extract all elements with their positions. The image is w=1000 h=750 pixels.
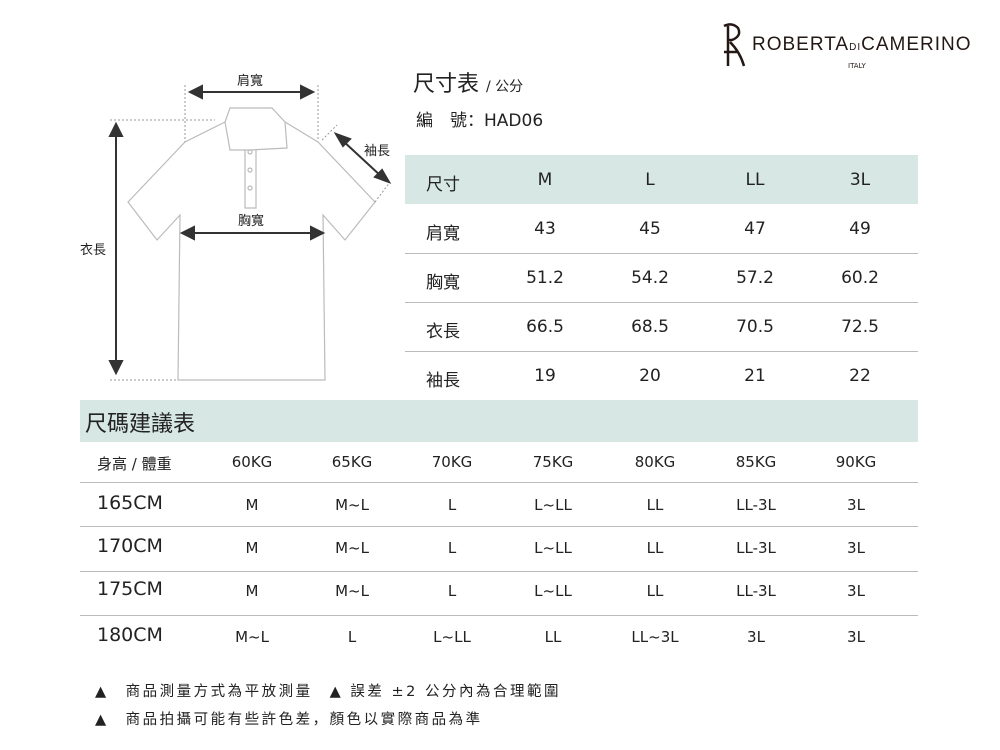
- recommend-header-cell: 90KG: [835, 453, 877, 471]
- row-divider: [80, 526, 918, 527]
- size-row-label: 肩寬: [426, 224, 460, 244]
- recommend-header-cell: 身高 / 體重: [97, 455, 172, 473]
- shirt-diagram: [108, 84, 392, 381]
- row-divider: [405, 253, 918, 254]
- recommend-value-cell: M: [245, 496, 259, 514]
- recommend-value-cell: M~L: [235, 628, 269, 646]
- recommend-value-cell: LL: [646, 496, 664, 514]
- size-value-cell: 49: [849, 219, 871, 239]
- size-header-cell: M: [537, 170, 553, 190]
- recommend-value-cell: L: [447, 582, 457, 600]
- brand-country: ITALY: [848, 62, 866, 70]
- brand-name: ROBERTADICAMERINO: [752, 34, 972, 55]
- row-divider: [80, 482, 918, 483]
- size-value-cell: 19: [534, 366, 556, 386]
- recommend-value-cell: LL-3L: [736, 496, 776, 514]
- size-value-cell: 43: [534, 219, 556, 239]
- size-header-cell: LL: [745, 170, 765, 190]
- size-value-cell: 70.5: [736, 317, 774, 337]
- size-value-cell: 66.5: [526, 317, 564, 337]
- recommend-value-cell: M~L: [335, 496, 369, 514]
- recommend-value-cell: L: [447, 496, 457, 514]
- label-sleeve: 袖長: [364, 144, 391, 159]
- recommend-value-cell: L: [447, 539, 457, 557]
- recommend-value-cell: 3L: [847, 496, 865, 514]
- recommend-value-cell: L~LL: [534, 582, 572, 600]
- recommend-value-cell: LL: [646, 539, 664, 557]
- size-value-cell: 20: [639, 366, 661, 386]
- recommend-header-cell: 60KG: [231, 453, 273, 471]
- recommend-value-cell: LL~3L: [631, 628, 679, 646]
- recommend-value-cell: M: [245, 539, 259, 557]
- row-divider: [405, 351, 918, 352]
- size-table-title: 尺寸表 / 公分: [413, 72, 524, 97]
- recommend-row-label: 170CM: [97, 535, 163, 557]
- size-value-cell: 68.5: [631, 317, 669, 337]
- size-value-cell: 60.2: [841, 268, 879, 288]
- row-divider: [80, 615, 918, 616]
- recommend-value-cell: 3L: [847, 628, 865, 646]
- recommend-value-cell: L~LL: [433, 628, 471, 646]
- recommend-row-label: 165CM: [97, 492, 163, 514]
- size-value-cell: 21: [744, 366, 766, 386]
- size-row-label: 胸寬: [426, 273, 460, 293]
- size-value-cell: 57.2: [736, 268, 774, 288]
- recommend-value-cell: L~LL: [534, 539, 572, 557]
- label-chest: 胸寬: [238, 214, 265, 229]
- brand-logo-icon: [723, 23, 746, 67]
- recommend-value-cell: L~LL: [534, 496, 572, 514]
- label-length: 衣長: [80, 243, 107, 258]
- recommend-value-cell: L: [347, 628, 357, 646]
- recommend-value-cell: 3L: [847, 539, 865, 557]
- label-shoulder: 肩寬: [237, 74, 264, 89]
- recommend-value-cell: M~L: [335, 582, 369, 600]
- size-row-label: 袖長: [426, 371, 460, 391]
- row-divider: [80, 570, 918, 572]
- recommend-header-cell: 85KG: [735, 453, 777, 471]
- size-table-header: [405, 155, 918, 204]
- size-header-cell: 3L: [849, 170, 871, 190]
- size-value-cell: 47: [744, 219, 766, 239]
- size-value-cell: 22: [849, 366, 871, 386]
- recommend-header-cell: 70KG: [431, 453, 473, 471]
- recommend-table-title-bar: [80, 400, 918, 442]
- recommend-row-label: 180CM: [97, 624, 163, 646]
- recommend-table-title: 尺碼建議表: [85, 412, 196, 437]
- recommend-row-label: 175CM: [97, 578, 163, 600]
- size-header-cell: L: [645, 170, 655, 190]
- recommend-value-cell: 3L: [747, 628, 765, 646]
- recommend-value-cell: LL: [544, 628, 562, 646]
- recommend-value-cell: M: [245, 582, 259, 600]
- note-color: ▲ 商品拍攝可能有些許色差，顏色以實際商品為準: [95, 712, 483, 728]
- recommend-value-cell: LL-3L: [736, 582, 776, 600]
- product-code: 編 號：HAD06: [416, 111, 544, 131]
- size-value-cell: 45: [639, 219, 661, 239]
- row-divider: [405, 302, 918, 303]
- size-header-cell: 尺寸: [426, 175, 460, 195]
- recommend-header-cell: 80KG: [634, 453, 676, 471]
- size-value-cell: 72.5: [841, 317, 879, 337]
- recommend-value-cell: LL: [646, 582, 664, 600]
- size-row-label: 衣長: [426, 322, 460, 342]
- size-value-cell: 51.2: [526, 268, 564, 288]
- recommend-header-cell: 65KG: [331, 453, 373, 471]
- recommend-value-cell: LL-3L: [736, 539, 776, 557]
- size-value-cell: 54.2: [631, 268, 669, 288]
- recommend-header-cell: 75KG: [532, 453, 574, 471]
- recommend-value-cell: M~L: [335, 539, 369, 557]
- recommend-value-cell: 3L: [847, 582, 865, 600]
- note-measurement: ▲ 商品測量方式為平放測量 ▲ 誤差 ±2 公分內為合理範圍: [95, 684, 562, 700]
